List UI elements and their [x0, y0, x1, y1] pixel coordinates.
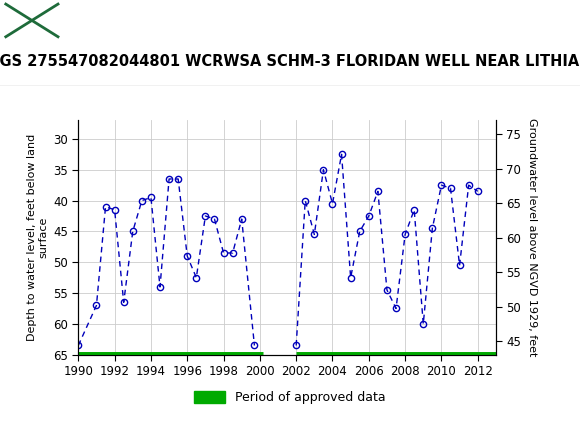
Text: USGS 275547082044801 WCRWSA SCHM-3 FLORIDAN WELL NEAR LITHIA FL: USGS 275547082044801 WCRWSA SCHM-3 FLORI…	[0, 54, 580, 69]
Legend: Period of approved data: Period of approved data	[189, 386, 391, 409]
Bar	[6, 4, 58, 37]
Y-axis label: Groundwater level above NGVD 1929, feet: Groundwater level above NGVD 1929, feet	[527, 118, 536, 357]
Text: USGS: USGS	[75, 11, 135, 30]
Y-axis label: Depth to water level, feet below land
surface: Depth to water level, feet below land su…	[27, 134, 49, 341]
